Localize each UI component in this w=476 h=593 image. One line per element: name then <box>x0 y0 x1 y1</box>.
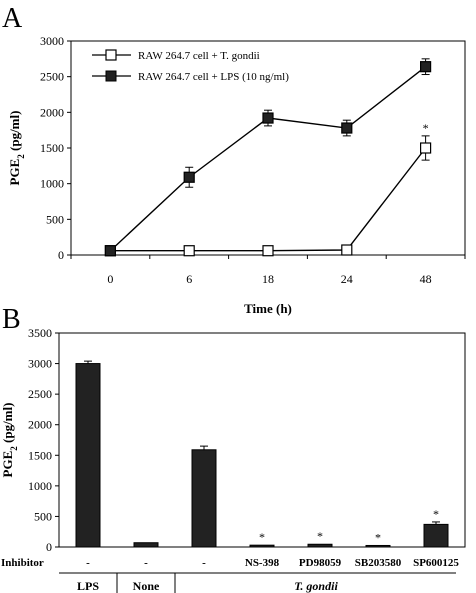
panel-b-letter: B <box>2 304 21 335</box>
panel-b-bar <box>133 542 159 548</box>
panel-a-x-ticks: 0 6 18 24 48 <box>70 255 466 286</box>
legend-marker-filled-square <box>105 70 117 82</box>
panel-a-y-tick-label: 500 <box>46 212 64 226</box>
panel-b-category-label: SB203580 <box>355 557 402 569</box>
inhibitor-label: Inhibitor <box>1 557 44 569</box>
panel-a-y-tick-label: 2000 <box>40 105 64 119</box>
panel-b-category-label: - <box>86 557 90 569</box>
panel-a-y-tick-label: 0 <box>58 248 64 262</box>
panel-b-significance-star: * <box>375 530 381 544</box>
panel-a-x-axis-title: Time (h) <box>244 301 292 316</box>
group-label-lps: LPS <box>77 579 99 593</box>
panel-b-category-label: - <box>202 557 206 569</box>
panel-a-data-point <box>420 61 432 73</box>
panel-b-category-label: PD98059 <box>299 557 342 569</box>
panel-b-y-ticks: 0 500 1000 1500 2000 2500 3000 3500 <box>28 326 59 554</box>
panel-b-y-tick-label: 0 <box>46 540 52 554</box>
panel-a-data-point <box>262 112 274 124</box>
panel-a-legend: RAW 264.7 cell + T. gondii RAW 264.7 cel… <box>92 49 289 83</box>
panel-b-bar <box>365 544 391 548</box>
legend-label-tgondii: RAW 264.7 cell + T. gondii <box>138 50 260 62</box>
panel-a-y-tick-label: 1000 <box>40 177 64 191</box>
panel-b-category-label: NS-398 <box>245 557 280 569</box>
panel-b-bar <box>191 449 217 548</box>
panel-a-data-point <box>262 245 274 257</box>
panel-b-bar <box>423 523 449 548</box>
panel-a-data-point <box>104 245 117 257</box>
panel-a-line-chart: A 0 500 1000 1500 2000 2500 3000 0 6 18 24 48 * PG… <box>2 3 466 316</box>
panel-a-x-tick-label: 24 <box>341 272 353 286</box>
panel-a-y-axis-title: PGE2 (pg/ml) <box>7 111 26 186</box>
panel-b-category-label: SP600125 <box>413 557 459 569</box>
panel-a-data-point <box>420 142 432 154</box>
panel-b-plot-frame <box>58 332 466 548</box>
panel-a-data-point <box>341 122 353 134</box>
panel-b-y-tick-label: 1000 <box>28 479 52 493</box>
panel-b-y-axis-title: PGE2 (pg/ml) <box>0 403 19 478</box>
panel-a-series-line-2 <box>109 66 427 252</box>
panel-a-x-tick-label: 0 <box>107 272 113 286</box>
panel-a-data-point <box>341 244 353 256</box>
panel-a-series-line-1 <box>110 147 427 252</box>
panel-b-bar-chart: B 0 500 1000 1500 2000 2500 3000 3500 * * * * - - - N… <box>0 304 466 593</box>
panel-b-y-tick-label: 500 <box>34 509 52 523</box>
panel-a-data-point <box>183 171 195 183</box>
group-label-none: None <box>133 579 160 593</box>
panel-a-data-point <box>183 245 195 257</box>
panel-a-significance-star: * <box>423 121 429 135</box>
panel-b-y-tick-label: 3000 <box>28 357 52 371</box>
panel-a-y-tick-label: 3000 <box>40 34 64 48</box>
panel-b-significance-star: * <box>433 507 439 521</box>
panel-b-significance-star: * <box>259 530 265 544</box>
panel-a-y-tick-label: 2500 <box>40 70 64 84</box>
group-label-tgondii: T. gondii <box>294 579 338 593</box>
panel-b-bar <box>249 544 275 548</box>
panel-a-letter: A <box>2 3 23 34</box>
panel-a-x-tick-label: 18 <box>262 272 274 286</box>
legend-marker-open-square <box>105 49 117 61</box>
panel-b-bar <box>75 363 101 548</box>
legend-label-lps: RAW 264.7 cell + LPS (10 ng/ml) <box>138 71 289 83</box>
panel-b-category-label: - <box>144 557 148 569</box>
panel-b-y-tick-label: 2000 <box>28 418 52 432</box>
panel-a-y-ticks: 0 500 1000 1500 2000 2500 3000 <box>40 34 71 262</box>
panel-b-significance-star: * <box>317 529 323 543</box>
panel-b-bars: * * * * <box>75 360 449 548</box>
panel-a-series: * <box>104 58 432 257</box>
panel-b-y-tick-label: 1500 <box>28 448 52 462</box>
panel-b-y-tick-label: 3500 <box>28 326 52 340</box>
panel-a-x-tick-label: 48 <box>420 272 432 286</box>
panel-b-y-tick-label: 2500 <box>28 387 52 401</box>
panel-a-x-tick-label: 6 <box>186 272 192 286</box>
panel-b-bar <box>307 543 333 548</box>
panel-a-y-tick-label: 1500 <box>40 141 64 155</box>
panel-b-category-labels: - - - NS-398 PD98059 SB203580 SP600125 <box>86 557 459 569</box>
